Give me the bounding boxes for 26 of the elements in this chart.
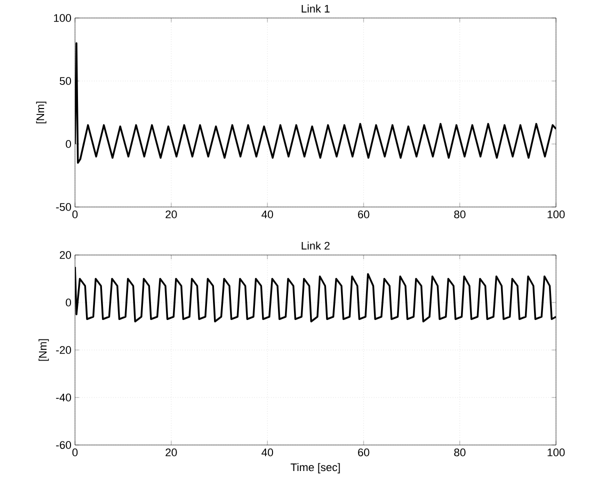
y-tick-label: 20 (60, 251, 72, 259)
chart-title: Link 2 (302, 242, 330, 250)
x-tick-label: 20 (166, 448, 177, 456)
x-tick-label: 40 (262, 448, 274, 456)
x-axis-title: Time [sec] (290, 463, 340, 474)
chart-title: Link 1 (302, 4, 330, 12)
y-tick-label: 0 (66, 298, 72, 306)
y-axis-title: [Nm] (36, 102, 46, 124)
x-tick-label: 0 (72, 210, 78, 218)
y-tick-label: 0 (66, 140, 72, 148)
y-axis-title: [Nm] (38, 339, 49, 361)
x-tick-label: 0 (72, 448, 78, 456)
y-tick-label: -20 (56, 346, 72, 354)
x-tick-label: 100 (548, 210, 565, 218)
x-tick-label: 100 (548, 448, 565, 456)
x-tick-label: 80 (454, 210, 466, 218)
y-tick-label: -40 (56, 394, 72, 402)
x-tick-label: 20 (166, 210, 177, 218)
x-tick-label: 60 (358, 210, 370, 218)
x-tick-label: 60 (358, 448, 370, 456)
y-tick-label: 100 (54, 14, 72, 22)
y-tick-label: -60 (56, 441, 72, 449)
x-tick-label: 80 (454, 448, 466, 456)
y-tick-label: -50 (56, 203, 72, 211)
y-tick-label: 50 (60, 77, 72, 85)
x-tick-label: 40 (262, 210, 274, 218)
